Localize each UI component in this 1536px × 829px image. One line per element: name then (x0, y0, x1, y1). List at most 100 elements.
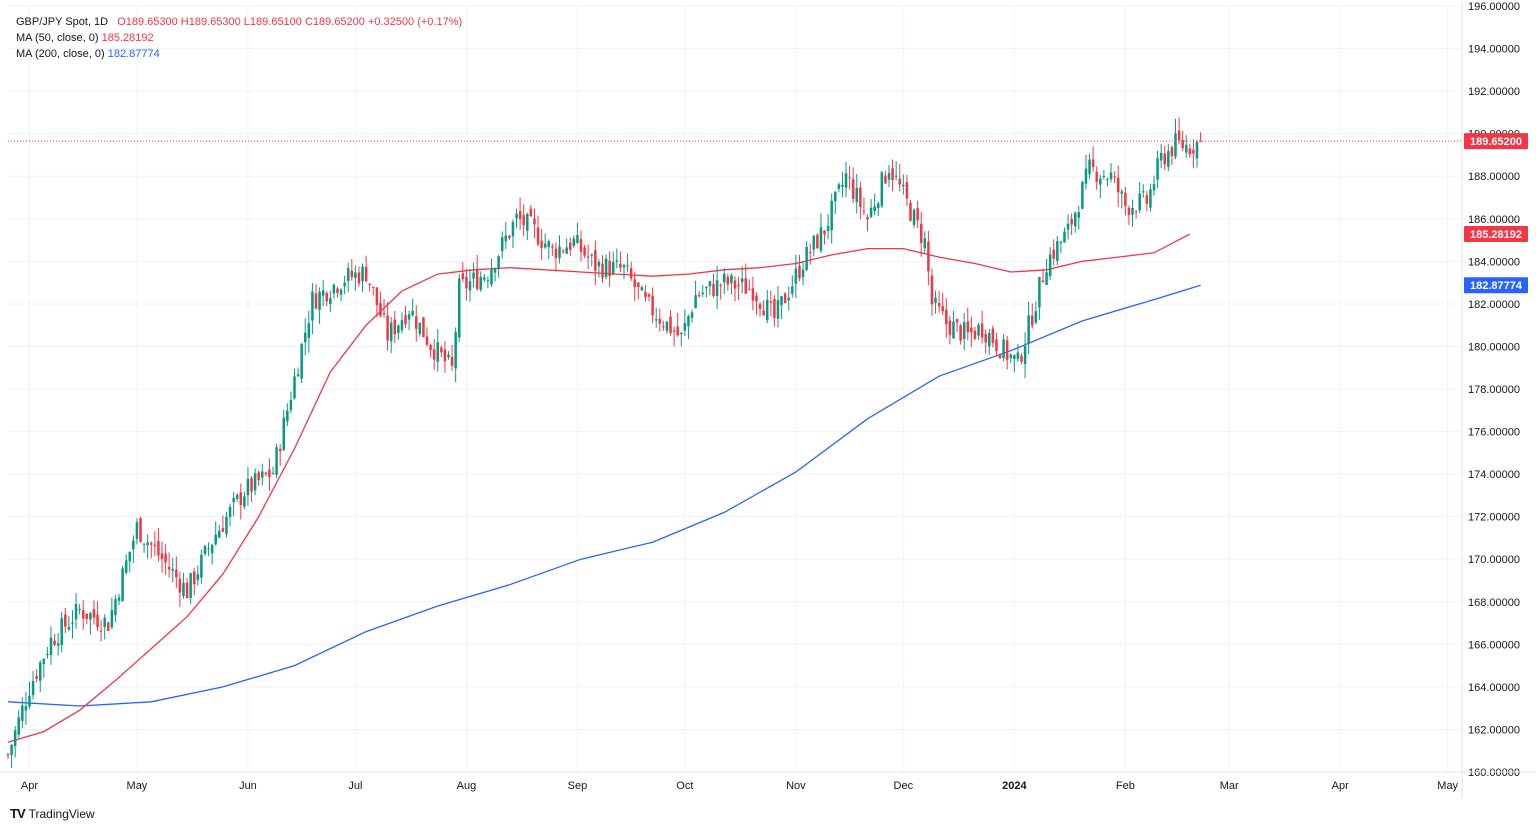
candle (687, 314, 690, 340)
y-tick-label: 164.00000 (1468, 682, 1520, 694)
candle-body (386, 315, 389, 341)
candle-body (149, 543, 153, 545)
candle-body (629, 268, 633, 279)
candle (805, 241, 808, 272)
candle-body (508, 235, 511, 238)
candle (658, 308, 662, 332)
candle (873, 193, 876, 216)
candle-body (862, 210, 866, 212)
candle-body (336, 288, 339, 293)
candle-body (848, 177, 851, 179)
candle (819, 213, 823, 254)
candle-body (24, 705, 28, 711)
candle-body (816, 234, 819, 249)
candle-body (1174, 133, 1177, 157)
candle (364, 255, 368, 283)
candle-body (235, 494, 239, 499)
candle (250, 476, 253, 503)
candle-body (1034, 311, 1038, 323)
candle (132, 535, 135, 564)
candle (189, 572, 192, 604)
candle-body (443, 349, 447, 362)
candle-body (397, 325, 400, 333)
candle (89, 611, 92, 635)
candle-body (518, 211, 522, 220)
price-badge-bg (1464, 277, 1528, 294)
candle-body (325, 293, 328, 302)
candle-body (1088, 159, 1091, 175)
candle (515, 208, 518, 229)
candle-body (28, 695, 31, 707)
candle-body (1066, 223, 1070, 230)
candle (343, 275, 346, 295)
candle-body (432, 349, 436, 360)
candle-body (873, 206, 876, 212)
candle (855, 174, 859, 214)
legend-ma200-row[interactable]: MA (200, close, 0) 182.87774 (16, 46, 462, 62)
candle (665, 321, 669, 335)
candle-body (1127, 207, 1131, 216)
candle-body (56, 643, 60, 646)
candle (798, 254, 801, 282)
y-tick-label: 172.00000 (1468, 512, 1520, 524)
candle-body (225, 516, 228, 535)
candle-body (844, 173, 848, 188)
candle-body (1152, 184, 1156, 191)
y-tick-label: 160.00000 (1468, 767, 1520, 779)
candle-body (561, 250, 565, 252)
candle (894, 161, 898, 181)
candle-body (880, 172, 884, 206)
candle-body (221, 528, 225, 532)
candle (271, 466, 275, 475)
candle-body (1091, 159, 1095, 168)
candle (264, 471, 268, 477)
candle (543, 233, 547, 249)
candle (697, 290, 701, 298)
candle-body (314, 293, 318, 309)
candle-body (694, 295, 697, 309)
candle (1081, 180, 1084, 210)
candle-body (791, 286, 794, 294)
candle (633, 272, 636, 302)
candle-body (1120, 191, 1124, 194)
candle-body (300, 344, 303, 379)
x-tick-label: Aug (457, 780, 477, 792)
candle-body (1099, 178, 1102, 185)
chart-grid (8, 5, 1462, 773)
candle (508, 234, 511, 240)
candle-body (551, 246, 554, 248)
candle (773, 295, 776, 327)
candle (962, 313, 966, 351)
candle-body (583, 247, 586, 256)
candle-body (526, 213, 529, 231)
legend-ma50-row[interactable]: MA (50, close, 0) 185.28192 (16, 30, 462, 46)
x-tick-label: Nov (786, 780, 806, 792)
candle-body (601, 263, 604, 278)
candle-body (683, 323, 687, 331)
candle (791, 275, 794, 298)
candle (92, 600, 96, 625)
y-tick-label: 176.00000 (1468, 427, 1520, 439)
candle-body (35, 675, 38, 679)
candle (1002, 333, 1005, 362)
candle-body (46, 653, 49, 656)
candle (81, 599, 85, 630)
candle-body (450, 356, 454, 366)
candle (375, 287, 379, 317)
candle (490, 258, 493, 288)
candle-body (669, 316, 672, 334)
candle-body (558, 246, 561, 259)
candle-body (1113, 176, 1116, 178)
candle-body (801, 269, 805, 278)
candle (500, 231, 504, 259)
candle-body (637, 282, 640, 288)
candle-body (662, 326, 665, 328)
candle-body (303, 332, 307, 343)
candle-body (1188, 148, 1192, 155)
candle (282, 409, 286, 451)
candle-body (1030, 315, 1034, 326)
candle-body (382, 313, 386, 315)
candle (479, 271, 482, 292)
tradingview-brand[interactable]: TV TradingView (10, 806, 95, 821)
